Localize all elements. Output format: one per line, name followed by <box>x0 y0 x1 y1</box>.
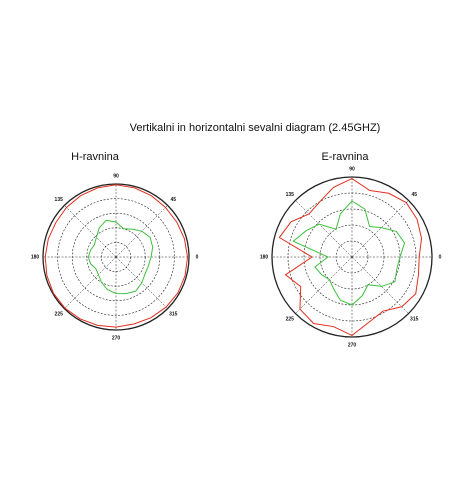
angle-tick-label: 90 <box>113 173 119 179</box>
angle-grid-line <box>351 256 409 314</box>
angle-tick-label: 180 <box>31 254 40 260</box>
angle-tick-label: 135 <box>286 192 295 198</box>
angle-tick-label: 315 <box>169 312 178 318</box>
angle-tick-label: 45 <box>411 192 417 198</box>
pattern-line <box>44 184 189 328</box>
angle-tick-label: 0 <box>439 254 442 260</box>
angle-grid-line <box>64 256 117 309</box>
chart-title: H-ravnina <box>71 151 120 163</box>
angle-tick-label: 270 <box>348 342 357 348</box>
pattern-line <box>292 200 406 306</box>
angle-grid-line <box>64 205 117 258</box>
page-title: Vertikalni in horizontalni sevalni diagr… <box>130 122 381 134</box>
outer-ring <box>271 176 433 338</box>
angle-tick-label: 45 <box>170 197 176 203</box>
angle-tick-label: 225 <box>55 312 64 318</box>
grid-ring <box>57 198 175 316</box>
angle-tick-label: 90 <box>349 166 355 172</box>
angle-tick-label: 270 <box>112 335 121 341</box>
angle-grid-line <box>295 256 353 314</box>
angle-tick-label: 180 <box>260 254 269 260</box>
angle-tick-label: 225 <box>286 317 295 323</box>
angle-tick-label: 135 <box>55 197 64 203</box>
outer-ring <box>42 183 190 331</box>
pattern-line <box>87 219 154 295</box>
angle-grid-line <box>351 200 409 258</box>
angle-tick-label: 315 <box>410 317 419 323</box>
pattern-line <box>278 178 423 336</box>
angle-grid-line <box>295 200 353 258</box>
angle-tick-label: 0 <box>196 254 199 260</box>
chart-title: E-ravnina <box>321 151 369 163</box>
